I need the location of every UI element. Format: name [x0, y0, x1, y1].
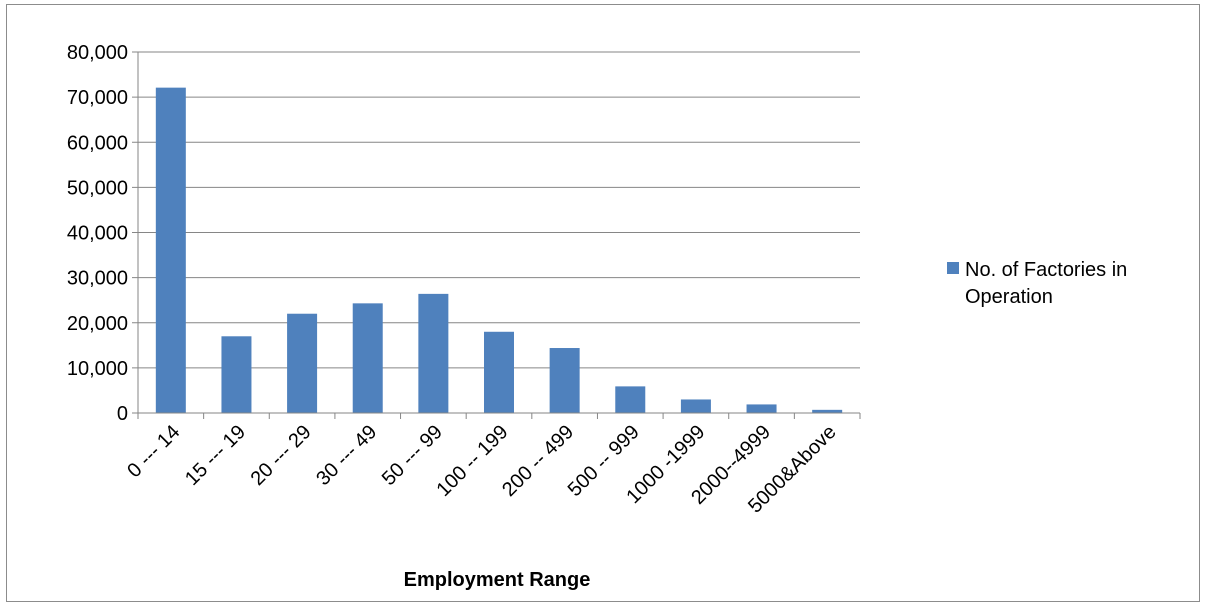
- x-tick-label: 20 --- 29: [247, 421, 316, 490]
- chart-frame: [6, 4, 1200, 602]
- bar: [287, 313, 318, 413]
- bar: [155, 87, 186, 414]
- y-tick-label: 50,000: [67, 177, 128, 199]
- x-tick-label: 15 --- 19: [181, 421, 250, 490]
- x-tick-label: 30 --- 49: [312, 421, 381, 490]
- bar: [549, 348, 580, 413]
- bar: [746, 404, 777, 413]
- bar: [418, 293, 449, 413]
- y-tick-label: 20,000: [67, 313, 128, 335]
- y-tick-label: 40,000: [67, 223, 128, 245]
- bar: [615, 386, 646, 413]
- y-tick-label: 80,000: [67, 42, 128, 64]
- y-tick-label: 10,000: [67, 358, 128, 380]
- bar: [352, 303, 383, 413]
- y-tick-label: 60,000: [67, 132, 128, 154]
- x-axis-title: Employment Range: [404, 569, 591, 591]
- gridlines: [138, 51, 860, 369]
- y-tick-labels: 0 10,000 20,000 30,000 40,000 50,000 60,000 70,…: [67, 42, 128, 425]
- x-tick-label: 50 --- 99: [378, 421, 447, 490]
- x-tick-label: 0 --- 14: [123, 421, 184, 482]
- legend: No. of Factories in Operation: [947, 259, 1127, 308]
- bar: [484, 331, 514, 413]
- bars: [155, 87, 843, 414]
- bar: [812, 409, 843, 413]
- legend-swatch: [947, 262, 959, 274]
- legend-label: No. of Factories in Operation: [965, 259, 1127, 308]
- bar: [680, 399, 711, 413]
- bar: [221, 336, 252, 413]
- y-tick-label: 0: [117, 403, 128, 425]
- axes: [132, 51, 861, 419]
- y-tick-label: 70,000: [67, 87, 128, 109]
- y-tick-label: 30,000: [67, 268, 128, 290]
